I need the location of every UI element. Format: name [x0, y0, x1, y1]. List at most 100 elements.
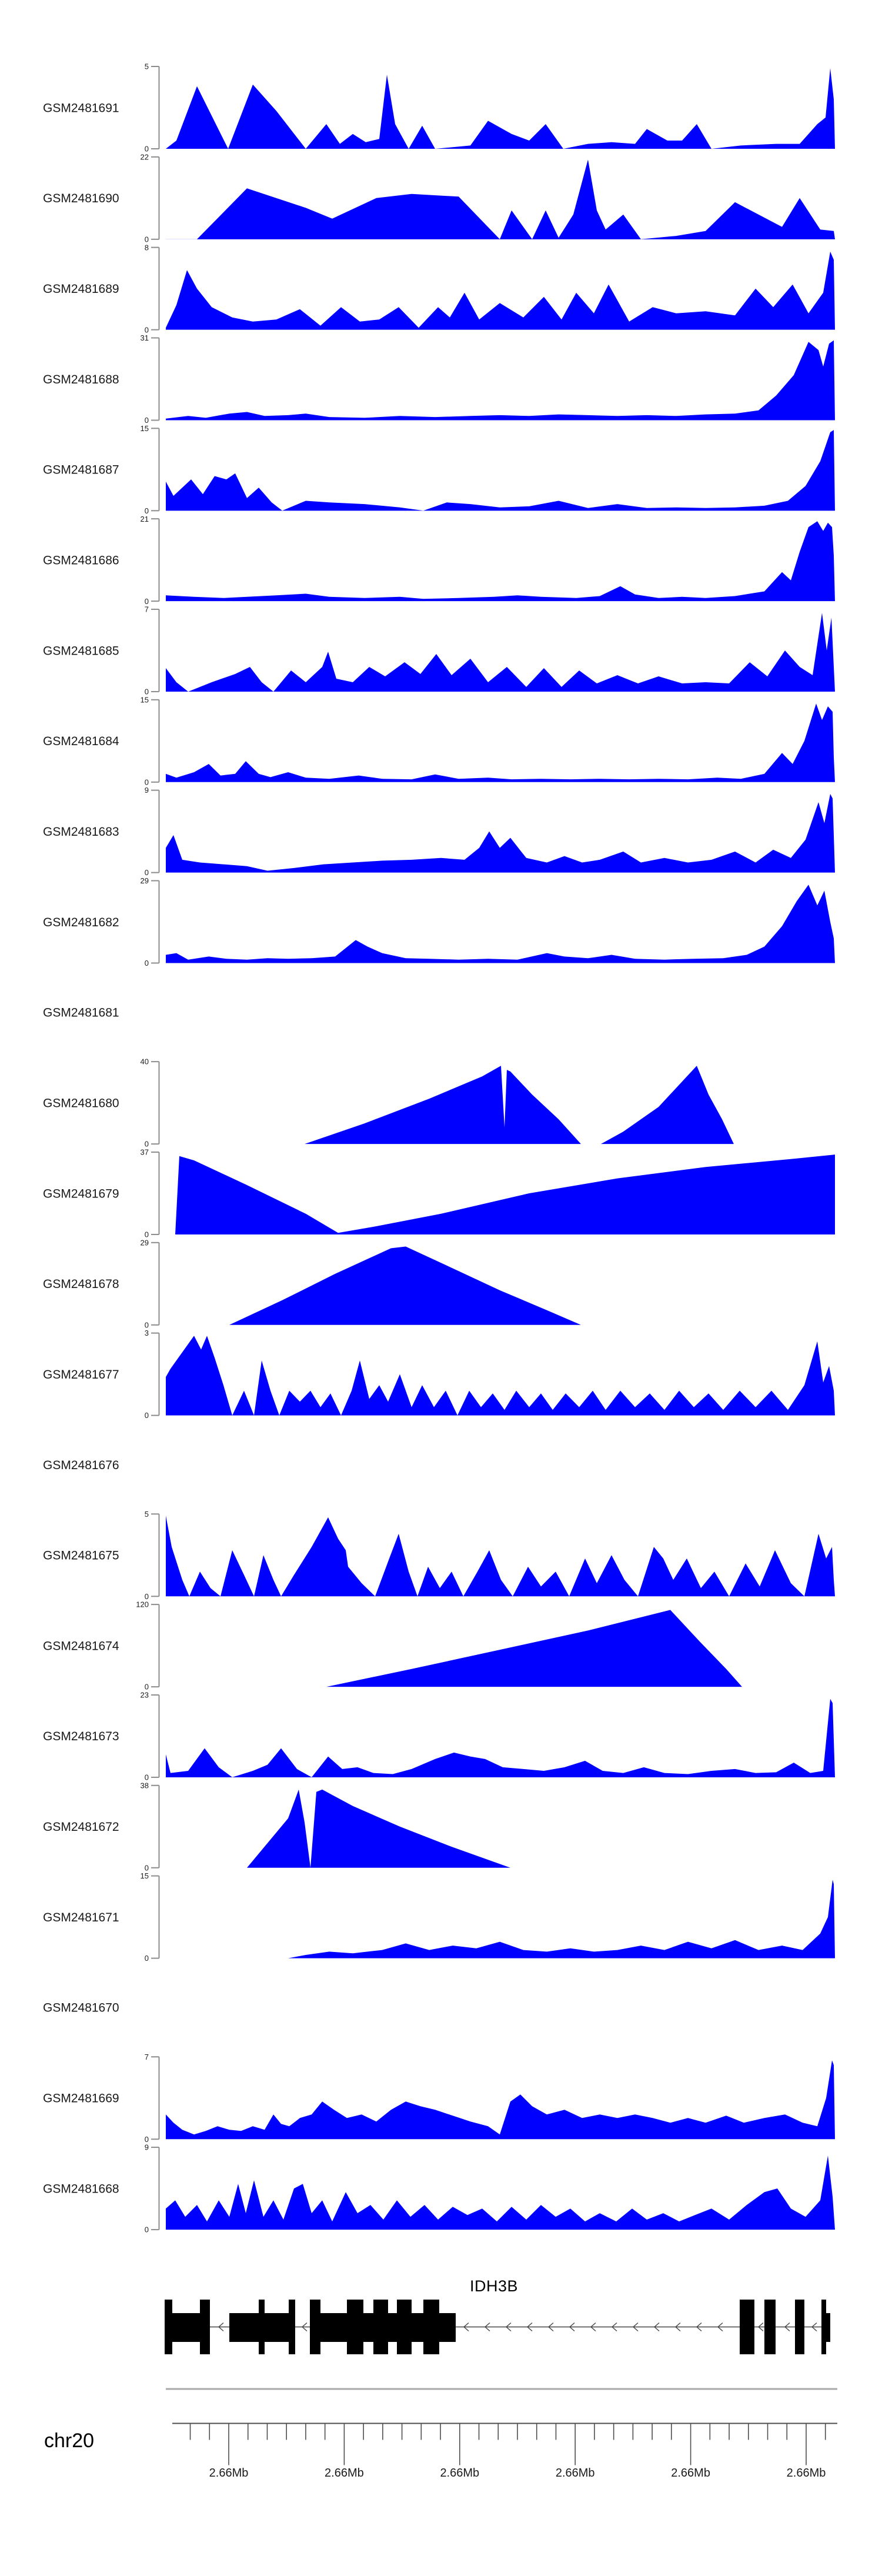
y-axis-zero-label: 0 [145, 2225, 149, 2234]
exon-block-tall [347, 2300, 363, 2354]
data-track-gsm2481671: GSM2481671 15 0 [43, 1871, 835, 1963]
signal-area [166, 2155, 835, 2230]
y-axis-zero-label: 0 [145, 1320, 149, 1329]
data-track-gsm2481685: GSM2481685 7 0 [43, 605, 835, 696]
signal-area [166, 68, 835, 149]
signal-area [166, 885, 835, 963]
y-axis [151, 1694, 160, 1778]
strand-arrow-icon [757, 2322, 764, 2332]
exon-block-tall [310, 2300, 320, 2354]
y-axis-zero-label: 0 [145, 1954, 149, 1963]
track-label: GSM2481688 [43, 373, 119, 386]
y-axis-max-label: 21 [141, 515, 149, 523]
signal-area [166, 1336, 835, 1416]
y-axis-max-label: 40 [141, 1057, 149, 1066]
exon-block-mid [439, 2313, 456, 2342]
y-axis-max-label: 15 [141, 424, 149, 433]
signal-area [166, 1880, 835, 1958]
y-axis-zero-label: 0 [145, 235, 149, 243]
strand-arrow-icon [218, 2322, 224, 2332]
track-label: GSM2481685 [43, 644, 119, 658]
track-label: GSM2481673 [43, 1730, 119, 1743]
y-axis [151, 699, 160, 783]
strand-arrow-icon [674, 2322, 681, 2332]
y-axis-max-label: 29 [141, 1238, 149, 1247]
track-label: GSM2481677 [43, 1368, 119, 1382]
strand-arrow-icon [547, 2322, 554, 2332]
signal-area [166, 430, 835, 511]
strand-arrow-icon [569, 2322, 575, 2332]
track-label: GSM2481682 [43, 916, 119, 929]
y-axis [151, 1604, 160, 1688]
strand-arrow-icon [717, 2322, 723, 2332]
track-label: GSM2481684 [43, 735, 119, 748]
track-label: GSM2481671 [43, 1911, 119, 1924]
y-axis [151, 2147, 160, 2231]
y-axis-zero-label: 0 [145, 1773, 149, 1782]
track-label: GSM2481672 [43, 1820, 119, 1834]
y-axis-zero-label: 0 [145, 325, 149, 334]
y-axis [151, 1061, 160, 1145]
track-label: GSM2481678 [43, 1277, 119, 1291]
y-axis [151, 1875, 160, 1959]
genome-axis [172, 2422, 837, 2465]
track-label: GSM2481669 [43, 2092, 119, 2105]
data-track-gsm2481686: GSM2481686 21 0 [43, 515, 835, 606]
signal-area [166, 251, 835, 330]
data-track-gsm2481681: GSM2481681 [43, 1006, 119, 1020]
signal-area [166, 793, 835, 873]
gene-name-label: IDH3B [469, 2277, 519, 2295]
track-label: GSM2481675 [43, 1549, 119, 1563]
genome-axis-tick-label: 2.66Mb [671, 2467, 710, 2480]
data-track-gsm2481673: GSM2481673 23 0 [43, 1691, 835, 1782]
y-axis-zero-label: 0 [145, 1140, 149, 1149]
y-axis [151, 1242, 160, 1326]
signal-area [166, 159, 835, 239]
data-track-gsm2481676: GSM2481676 [43, 1459, 119, 1472]
y-axis [151, 1151, 160, 1235]
y-axis-max-label: 3 [145, 1329, 149, 1337]
y-axis [151, 428, 160, 512]
exon-block-tall [259, 2300, 265, 2354]
strand-arrow-icon [463, 2322, 469, 2332]
y-axis-max-label: 120 [136, 1600, 149, 1609]
exon-block-mid [363, 2313, 373, 2342]
y-axis [151, 880, 160, 964]
signal-area [166, 2060, 835, 2140]
y-axis-max-label: 7 [145, 605, 149, 614]
genome-axis-tick-label: 2.66Mb [556, 2467, 595, 2480]
track-label: GSM2481690 [43, 192, 119, 205]
exon-block-tall [821, 2300, 826, 2354]
genome-axis-tick-label: 2.66Mb [325, 2467, 364, 2480]
y-axis-zero-label: 0 [145, 1230, 149, 1239]
data-track-gsm2481690: GSM2481690 22 0 [43, 152, 835, 243]
signal-area [166, 521, 835, 602]
data-track-gsm2481691: GSM2481691 5 0 [43, 62, 835, 154]
y-axis-zero-label: 0 [145, 688, 149, 696]
exon-block-mid [229, 2313, 259, 2342]
exon-block-mid [172, 2313, 200, 2342]
y-axis [151, 789, 160, 873]
track-label: GSM2481689 [43, 282, 119, 296]
signal-area [166, 1699, 835, 1777]
strand-arrow-icon [632, 2322, 639, 2332]
data-track-gsm2481669: GSM2481669 7 0 [43, 2053, 835, 2144]
exon-block-mid [320, 2313, 347, 2342]
y-axis-max-label: 5 [145, 62, 149, 71]
strand-arrow-icon [696, 2322, 702, 2332]
genome-axis-tick-label: 2.66Mb [787, 2467, 826, 2480]
signal-area [166, 1246, 835, 1325]
track-label: GSM2481686 [43, 553, 119, 567]
data-track-gsm2481674: GSM2481674 120 0 [43, 1600, 835, 1691]
y-axis-zero-label: 0 [145, 868, 149, 877]
data-track-gsm2481683: GSM2481683 9 0 [43, 786, 835, 877]
signal-area [166, 1066, 835, 1144]
y-axis [151, 608, 160, 692]
track-label: GSM2481670 [43, 2001, 119, 2015]
y-axis-zero-label: 0 [145, 145, 149, 154]
track-label: GSM2481679 [43, 1187, 119, 1200]
exon-block-tall [165, 2300, 172, 2354]
y-axis [151, 246, 160, 331]
exon-block-tall [289, 2300, 295, 2354]
